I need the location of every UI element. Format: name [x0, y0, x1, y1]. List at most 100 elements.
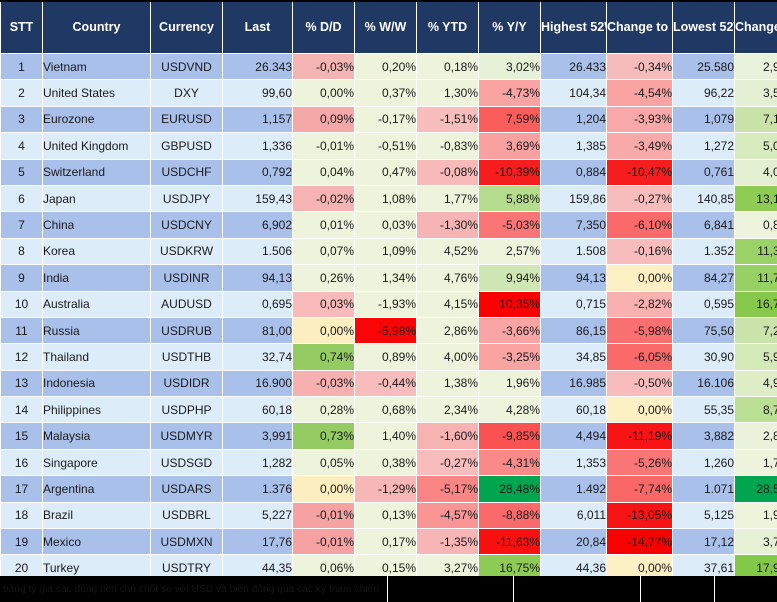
cell-chg_h52w: -5,98% [606, 316, 673, 345]
cell-chg_l52w: 8,72% [734, 396, 777, 424]
cell-dd: -0,01% [292, 501, 355, 530]
column-header-high52w[interactable]: Highest 52W [540, 0, 607, 54]
cell-currency: USDMXN [150, 528, 223, 556]
cell-high52w: 4,494 [540, 422, 607, 450]
table-row[interactable]: 1 Vietnam USDVND 26.343 -0,03% 0,20% 0,18% 3,02… [0, 52, 777, 81]
cell-last: 26.343 [222, 52, 293, 81]
cell-ytd: -0,27% [416, 448, 479, 477]
cell-yy: 7,59% [478, 105, 541, 134]
header-row: STT Country Currency Last% D/D% W/W% YTD% Y… [0, 0, 777, 54]
cell-ww: 1,40% [354, 422, 417, 450]
cell-stt: 18 [0, 501, 43, 530]
column-header-last[interactable]: Last [222, 0, 293, 54]
cell-chg_h52w: -0,16% [606, 237, 673, 266]
cell-country: Singapore [42, 448, 151, 477]
cell-dd: 0,05% [292, 448, 355, 477]
table-row[interactable]: 5 Switzerland USDCHF 0,792 0,04% 0,47% -0,08% -… [0, 158, 777, 186]
table-row[interactable]: 10 Australia AUDUSD 0,695 0,03% -1,93% 4,15% 10… [0, 290, 777, 318]
footer-divider-2 [513, 576, 514, 602]
table-row[interactable]: 7 China USDCNY 6,902 0,01% 0,03% -1,30% -5,03% 7… [0, 211, 777, 239]
cell-yy: -10,39% [478, 158, 541, 186]
column-header-low52w[interactable]: Lowest 52W [672, 0, 735, 54]
cell-yy: -8,88% [478, 501, 541, 530]
cell-country: Indonesia [42, 369, 151, 398]
table-row[interactable]: 3 Eurozone EURUSD 1,157 0,09% -0,17% -1,51% 7,5… [0, 105, 777, 134]
cell-stt: 13 [0, 369, 43, 398]
table-row[interactable]: 9 India USDINR 94,13 0,26% 1,34% 4,76% 9,94% 94,… [0, 264, 777, 292]
cell-chg_l52w: 5,95% [734, 343, 777, 371]
column-header-ytd[interactable]: % YTD [416, 0, 479, 54]
cell-low52w: 6,841 [672, 211, 735, 239]
cell-last: 1,336 [222, 132, 293, 160]
cell-currency: AUDUSD [150, 290, 223, 318]
cell-currency: USDMYR [150, 422, 223, 450]
cell-ytd: -0,83% [416, 132, 479, 160]
cell-country: Brazil [42, 501, 151, 530]
cell-ytd: 2,34% [416, 396, 479, 424]
cell-ytd: -1,51% [416, 105, 479, 134]
column-header-country[interactable]: Country [42, 0, 151, 54]
cell-ww: 1,09% [354, 237, 417, 266]
table-row[interactable]: 18 Brazil USDBRL 5,227 -0,01% 0,13% -4,57% -8,8… [0, 501, 777, 530]
cell-dd: 0,01% [292, 211, 355, 239]
cell-ww: -5,98% [354, 316, 417, 345]
cell-stt: 9 [0, 264, 43, 292]
cell-ytd: 2,86% [416, 316, 479, 345]
cell-chg_l52w: 2,81% [734, 422, 777, 450]
cell-high52w: 1.508 [540, 237, 607, 266]
cell-ww: 0,17% [354, 528, 417, 556]
cell-stt: 4 [0, 132, 43, 160]
column-header-dd[interactable]: % D/D [292, 0, 355, 54]
table-row[interactable]: 16 Singapore USDSGD 1,282 0,05% 0,38% -0,27% -4… [0, 448, 777, 477]
cell-ww: 0,38% [354, 448, 417, 477]
cell-high52w: 159,86 [540, 184, 607, 213]
column-header-ww[interactable]: % W/W [354, 0, 417, 54]
cell-chg_l52w: 7,29% [734, 316, 777, 345]
cell-yy: 3,69% [478, 132, 541, 160]
cell-last: 94,13 [222, 264, 293, 292]
table-row[interactable]: 8 Korea USDKRW 1.506 0,07% 1,09% 4,52% 2,57% 1.5… [0, 237, 777, 266]
cell-dd: 0,74% [292, 343, 355, 371]
cell-yy: -3,25% [478, 343, 541, 371]
table-row[interactable]: 6 Japan USDJPY 159,43 -0,02% 1,08% 1,77% 5,88% 1… [0, 184, 777, 213]
cell-dd: -0,03% [292, 52, 355, 81]
cell-yy: 2,57% [478, 237, 541, 266]
table-row[interactable]: 12 Thailand USDTHB 32,74 0,74% 0,89% 4,00% -3,2… [0, 343, 777, 371]
cell-currency: USDBRL [150, 501, 223, 530]
cell-last: 32,74 [222, 343, 293, 371]
column-header-chg_l52w[interactable]: Change to L52W [734, 0, 777, 54]
cell-ww: 0,89% [354, 343, 417, 371]
cell-low52w: 3,882 [672, 422, 735, 450]
cell-yy: 4,28% [478, 396, 541, 424]
cell-dd: 0,04% [292, 158, 355, 186]
column-header-stt[interactable]: STT [0, 0, 43, 54]
column-header-currency[interactable]: Currency [150, 0, 223, 54]
table-row[interactable]: 2 United States DXY 99,60 0,00% 0,37% 1,30% -4,… [0, 79, 777, 107]
column-header-chg_h52w[interactable]: Change to H52W [606, 0, 673, 54]
cell-low52w: 25.580 [672, 52, 735, 81]
cell-ww: 0,20% [354, 52, 417, 81]
table-row[interactable]: 4 United Kingdom GBPUSD 1,336 -0,01% -0,51% -0… [0, 132, 777, 160]
cell-dd: 0,00% [292, 475, 355, 503]
column-header-yy[interactable]: % Y/Y [478, 0, 541, 54]
table-row[interactable]: 14 Philippines USDPHP 60,18 0,28% 0,68% 2,34% 4… [0, 396, 777, 424]
cell-last: 1,157 [222, 105, 293, 134]
cell-country: Eurozone [42, 105, 151, 134]
cell-currency: USDPHP [150, 396, 223, 424]
table-row[interactable]: 19 Mexico USDMXN 17,76 -0,01% 0,17% -1,35% -11,… [0, 528, 777, 556]
cell-low52w: 0,595 [672, 290, 735, 318]
table-row[interactable]: 15 Malaysia USDMYR 3,991 0,73% 1,40% -1,60% -9,… [0, 422, 777, 450]
table-row[interactable]: 13 Indonesia USDIDR 16.900 -0,03% -0,44% 1,38%… [0, 369, 777, 398]
cell-currency: USDIDR [150, 369, 223, 398]
cell-currency: GBPUSD [150, 132, 223, 160]
cell-stt: 5 [0, 158, 43, 186]
cell-ytd: -4,57% [416, 501, 479, 530]
cell-last: 1,282 [222, 448, 293, 477]
cell-country: Thailand [42, 343, 151, 371]
cell-ytd: -5,17% [416, 475, 479, 503]
cell-low52w: 75,50 [672, 316, 735, 345]
table-row[interactable]: 17 Argentina USDARS 1.376 0,00% -1,29% -5,17% 2… [0, 475, 777, 503]
cell-chg_l52w: 11,34% [734, 237, 777, 266]
table-row[interactable]: 11 Russia USDRUB 81,00 0,00% -5,98% 2,86% -3,66… [0, 316, 777, 345]
cell-last: 16.900 [222, 369, 293, 398]
